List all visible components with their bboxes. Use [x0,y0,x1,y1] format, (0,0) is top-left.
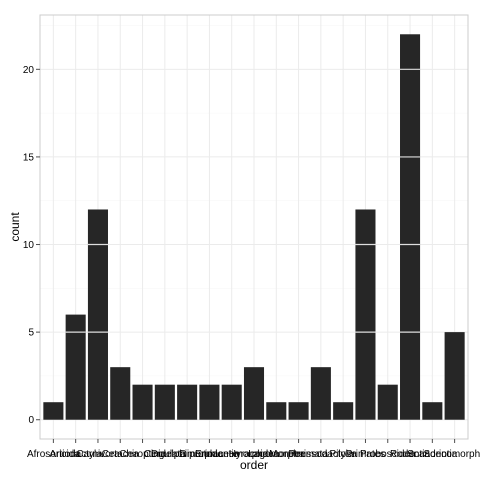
y-tick-label: 0 [28,415,34,426]
x-tick-label: Didelphimorphia [151,449,224,460]
x-tick-label: Carnivora [76,449,120,460]
bar-artiodactyla [65,314,86,420]
x-axis-title: order [240,458,268,472]
x-tick-label: Chiroptera [119,449,166,460]
bar-primates [355,209,376,420]
x-tick-label: Cingulata [144,449,187,460]
y-tick-label: 20 [23,65,35,76]
y-axis-title: count [8,212,22,242]
bar-monotremata [288,402,309,420]
bar-perissodactyla [310,367,331,420]
x-tick-label: Hyracoidea [229,449,280,460]
x-tick-label: Monotremata [269,449,328,460]
bar-hyracoidea [243,367,265,420]
bar-afrosoricida [43,402,64,420]
bar-chiroptera [132,384,153,420]
bar-proboscidea [377,384,398,420]
y-tick-label: 15 [23,152,35,163]
bar-erinaceomorpha [221,384,242,420]
x-tick-label: Artiodactyla [50,449,103,460]
bar-didelphimorphia [177,384,198,420]
bar-diprotodontia [199,384,220,420]
bars [43,34,465,420]
bar-scandentia [422,402,443,420]
x-tick-label: Cetacea [102,449,140,460]
x-tick-label: Pilosa [330,449,358,460]
bar-pilosa [333,402,354,420]
y-axis: 0 5 10 15 20 [23,65,40,426]
x-tick-label: Afrosoricida [27,449,80,460]
x-tick-label: Diprotodontia [180,449,240,460]
bar-soricomorpha [444,332,465,420]
bar-cetacea [110,367,131,420]
y-tick-label: 10 [23,240,35,251]
x-tick-label: Proboscidea [360,449,416,460]
bar-carnivora [87,209,108,420]
x-tick-label: Perissodactyla [288,449,353,460]
x-tick-label: Primates [346,449,385,460]
x-tick-label: Rodentia [390,449,430,460]
bar-rodentia [400,34,421,420]
x-tick-label: Scandentia [407,449,457,460]
x-axis: AfrosoricidaArtiodactylaCarnivoraCetacea… [27,439,480,460]
x-tick-label: Erinaceomorpha [195,449,269,460]
x-tick-label: Soricomorpha [423,449,480,460]
bar-cingulata [154,384,175,420]
x-tick-label: Lagomorpha [248,449,305,460]
bar-lagomorpha [266,402,287,420]
y-tick-label: 5 [28,328,34,339]
